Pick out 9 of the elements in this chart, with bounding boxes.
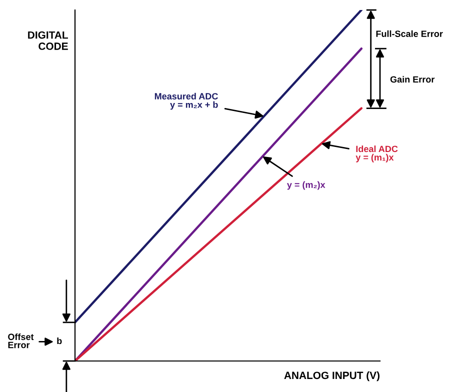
annotation: Gain Error [390,76,435,83]
text: y = (m₂)x [286,181,326,190]
text: Ideal ADC y = (m₁)x [356,145,398,162]
text: Measured ADC y = m₂x + b [154,92,218,110]
annotation: Offset Error [8,333,34,348]
annotation: b [57,337,62,344]
y-axis-title: DIGITAL CODE [28,31,68,50]
annotation: Full-Scale Error [376,30,443,37]
x-axis-title: ANALOG INPUT (V) [284,371,380,382]
